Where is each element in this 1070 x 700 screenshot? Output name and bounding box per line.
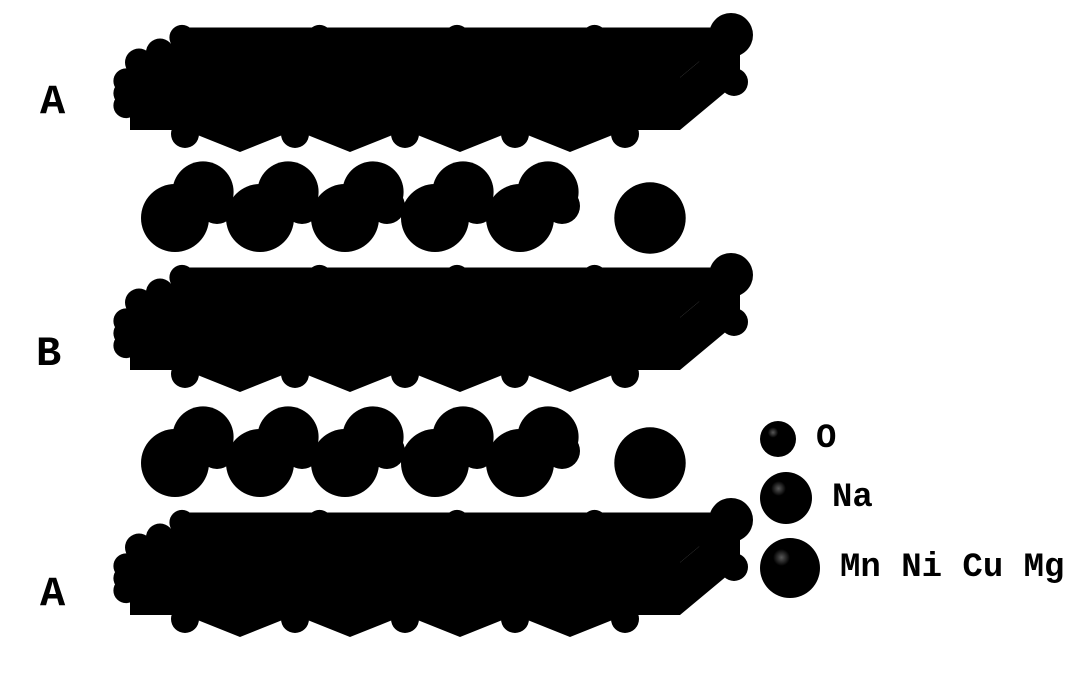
legend-text-Na: Na <box>832 479 873 517</box>
legend: O Na Mn Ni Cu Mg <box>760 420 1064 612</box>
legend-ball-Na <box>760 472 812 524</box>
legend-item-Na: Na <box>760 472 1064 524</box>
legend-item-Mn: Mn Ni Cu Mg <box>760 538 1064 598</box>
legend-text-O: O <box>816 420 836 458</box>
layer-label-B: B <box>36 330 61 378</box>
legend-ball-O <box>760 421 796 457</box>
diagram-canvas: A B A O Na Mn Ni Cu Mg <box>0 0 1070 700</box>
legend-item-O: O <box>760 420 1064 458</box>
layer-label-A-top: A <box>40 78 65 126</box>
layer-label-A-bottom: A <box>40 570 65 618</box>
legend-text-Mn: Mn Ni Cu Mg <box>840 549 1064 587</box>
legend-ball-Mn <box>760 538 820 598</box>
